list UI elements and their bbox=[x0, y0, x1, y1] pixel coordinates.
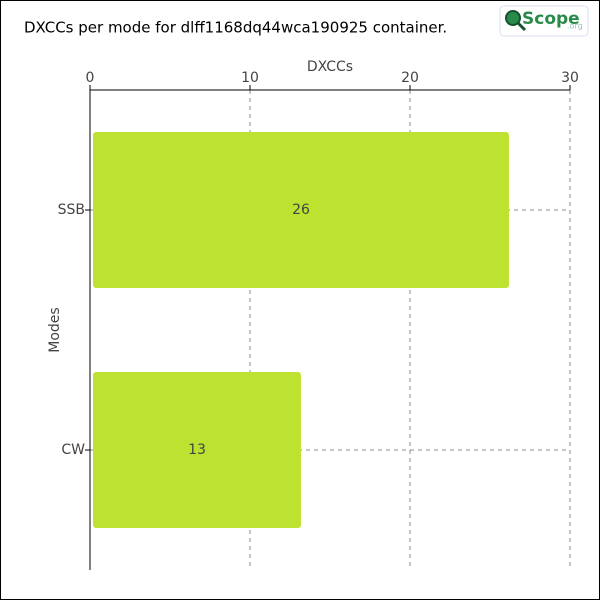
bar bbox=[93, 372, 301, 528]
logo: Scope .org bbox=[499, 5, 589, 37]
logo-icon bbox=[505, 10, 521, 26]
data-label: 13 bbox=[188, 442, 206, 458]
x-axis-label: DXCCs bbox=[307, 59, 353, 75]
y-axis-label: Modes bbox=[47, 307, 63, 352]
bar bbox=[93, 132, 509, 288]
y-tick-label: CW bbox=[61, 442, 85, 458]
y-tick-label: SSB bbox=[58, 202, 85, 218]
data-label: 26 bbox=[292, 202, 310, 218]
logo-suffix: .org bbox=[567, 22, 583, 31]
x-tick-label: 0 bbox=[86, 70, 95, 86]
logo-icon-handle bbox=[516, 21, 527, 32]
x-tick-label: 20 bbox=[401, 70, 419, 86]
x-tick-label: 30 bbox=[561, 70, 579, 86]
chart-title: DXCCs per mode for dlff1168dq44wca190925… bbox=[24, 19, 447, 37]
x-tick-label: 10 bbox=[241, 70, 259, 86]
logo-text: Scope bbox=[522, 9, 580, 29]
